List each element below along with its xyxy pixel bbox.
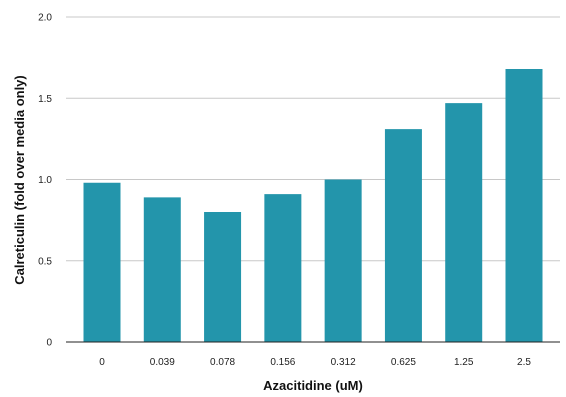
y-tick-label: 0	[46, 338, 52, 349]
bar-0	[83, 182, 121, 342]
x-tick-label: 0	[99, 357, 105, 368]
x-tick-label: 0.039	[150, 357, 175, 368]
bar-0.078	[204, 212, 242, 342]
gridlines	[66, 16, 560, 262]
y-tick-labels: 0 0.5 1.0 1.5 2.0	[38, 13, 52, 349]
x-tick-labels: 0 0.039 0.078 0.156 0.312 0.625 1.25 2.5	[99, 357, 531, 368]
y-tick-label: 1.5	[38, 94, 52, 105]
bar-2.5	[505, 69, 543, 342]
x-tick-label: 0.625	[391, 357, 416, 368]
x-tick-label: 2.5	[517, 357, 531, 368]
bar-0.625	[384, 129, 422, 342]
bar-1.25	[445, 103, 483, 342]
x-tick-label: 1.25	[454, 357, 474, 368]
x-axis-title: Azacitidine (uM)	[263, 378, 363, 393]
x-tick-label: 0.078	[210, 357, 235, 368]
y-axis-title: Calreticulin (fold over media only)	[12, 75, 27, 284]
bar-0.156	[264, 194, 302, 342]
y-tick-label: 2.0	[38, 13, 52, 24]
y-tick-label: 0.5	[38, 256, 52, 267]
x-tick-label: 0.312	[331, 357, 356, 368]
bar-0.039	[143, 197, 181, 342]
y-tick-label: 1.0	[38, 175, 52, 186]
bars	[83, 69, 543, 342]
bar-0.312	[324, 179, 362, 342]
x-tick-label: 0.156	[270, 357, 295, 368]
